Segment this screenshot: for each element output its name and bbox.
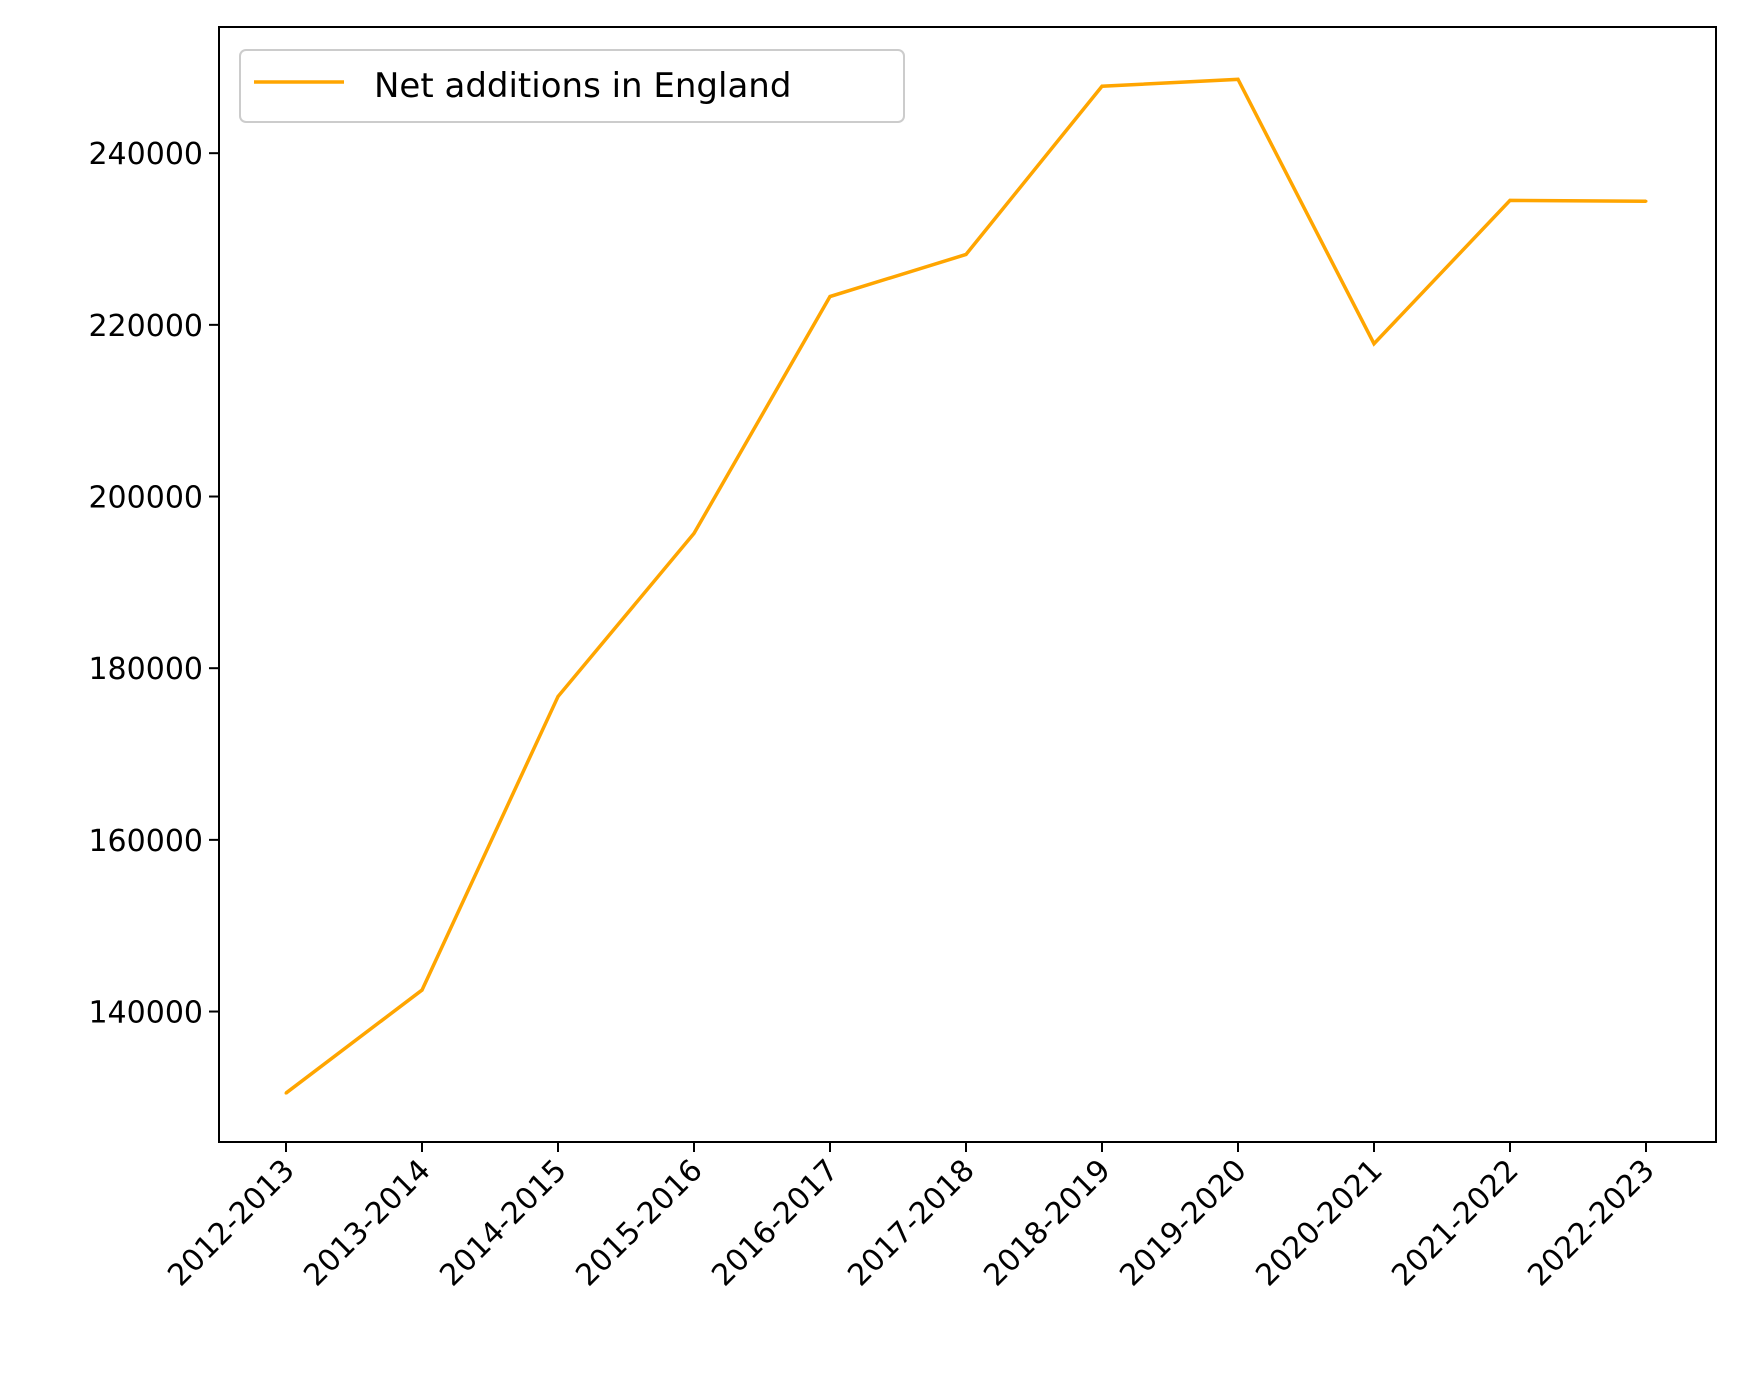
data-point <box>420 988 424 992</box>
data-point <box>1508 198 1512 202</box>
plot-series <box>284 77 1648 1095</box>
y-tick-label: 220000 <box>88 309 203 344</box>
data-point <box>964 252 968 256</box>
y-tick-label: 140000 <box>88 996 203 1031</box>
data-point <box>1372 342 1376 346</box>
y-tick-label: 160000 <box>88 824 203 859</box>
data-point <box>692 531 696 535</box>
data-point <box>828 295 832 299</box>
legend-box <box>239 49 905 123</box>
data-point <box>1644 199 1648 203</box>
data-point <box>1100 84 1104 88</box>
plot-area-frame <box>218 26 1717 1143</box>
y-axis: 140000 160000 180000 200000 220000 240000 <box>88 137 219 1031</box>
data-point <box>1236 77 1240 81</box>
data-point <box>284 1091 288 1095</box>
legend-label: Net additions in England <box>374 66 791 106</box>
legend: Net additions in England <box>239 49 905 123</box>
y-tick-label: 200000 <box>88 481 203 516</box>
y-tick-label: 180000 <box>88 652 203 687</box>
data-point <box>556 695 560 699</box>
y-tick-label: 240000 <box>88 137 203 172</box>
